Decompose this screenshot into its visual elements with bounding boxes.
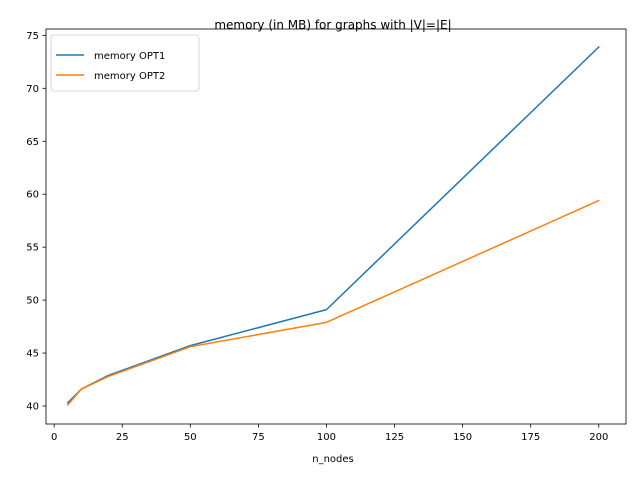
y-tick-label: 75 bbox=[26, 31, 39, 42]
chart-title: memory (in MB) for graphs with |V|=|E| bbox=[214, 18, 451, 32]
legend: memory OPT1 memory OPT2 bbox=[50, 34, 200, 92]
legend-box bbox=[50, 34, 200, 92]
series-line-2 bbox=[66, 199, 600, 406]
x-axis: 0 25 50 75 100 125 150 175 200 bbox=[51, 424, 608, 443]
x-tick-label: 175 bbox=[521, 432, 540, 443]
legend-label: memory OPT1 bbox=[94, 51, 165, 62]
x-tick-label: 125 bbox=[385, 432, 404, 443]
y-tick-label: 45 bbox=[26, 349, 39, 360]
y-axis: 40 45 50 55 60 65 70 75 bbox=[26, 31, 46, 412]
legend-label: memory OPT2 bbox=[94, 71, 165, 82]
x-tick-label: 200 bbox=[589, 432, 608, 443]
y-tick-label: 50 bbox=[26, 296, 39, 307]
x-tick-label: 25 bbox=[116, 432, 129, 443]
x-tick-label: 0 bbox=[51, 432, 57, 443]
plot-area-frame bbox=[45, 28, 627, 425]
y-tick-label: 40 bbox=[26, 401, 39, 412]
x-tick-label: 75 bbox=[252, 432, 265, 443]
y-tick-label: 70 bbox=[26, 84, 39, 95]
x-axis-label: n_nodes bbox=[312, 454, 354, 465]
x-tick-label: 100 bbox=[317, 432, 336, 443]
y-tick-label: 55 bbox=[26, 243, 39, 254]
x-tick-label: 150 bbox=[453, 432, 472, 443]
y-tick-label: 65 bbox=[26, 137, 39, 148]
x-tick-label: 50 bbox=[184, 432, 197, 443]
series-layer bbox=[66, 45, 600, 406]
y-tick-label: 60 bbox=[26, 190, 39, 201]
